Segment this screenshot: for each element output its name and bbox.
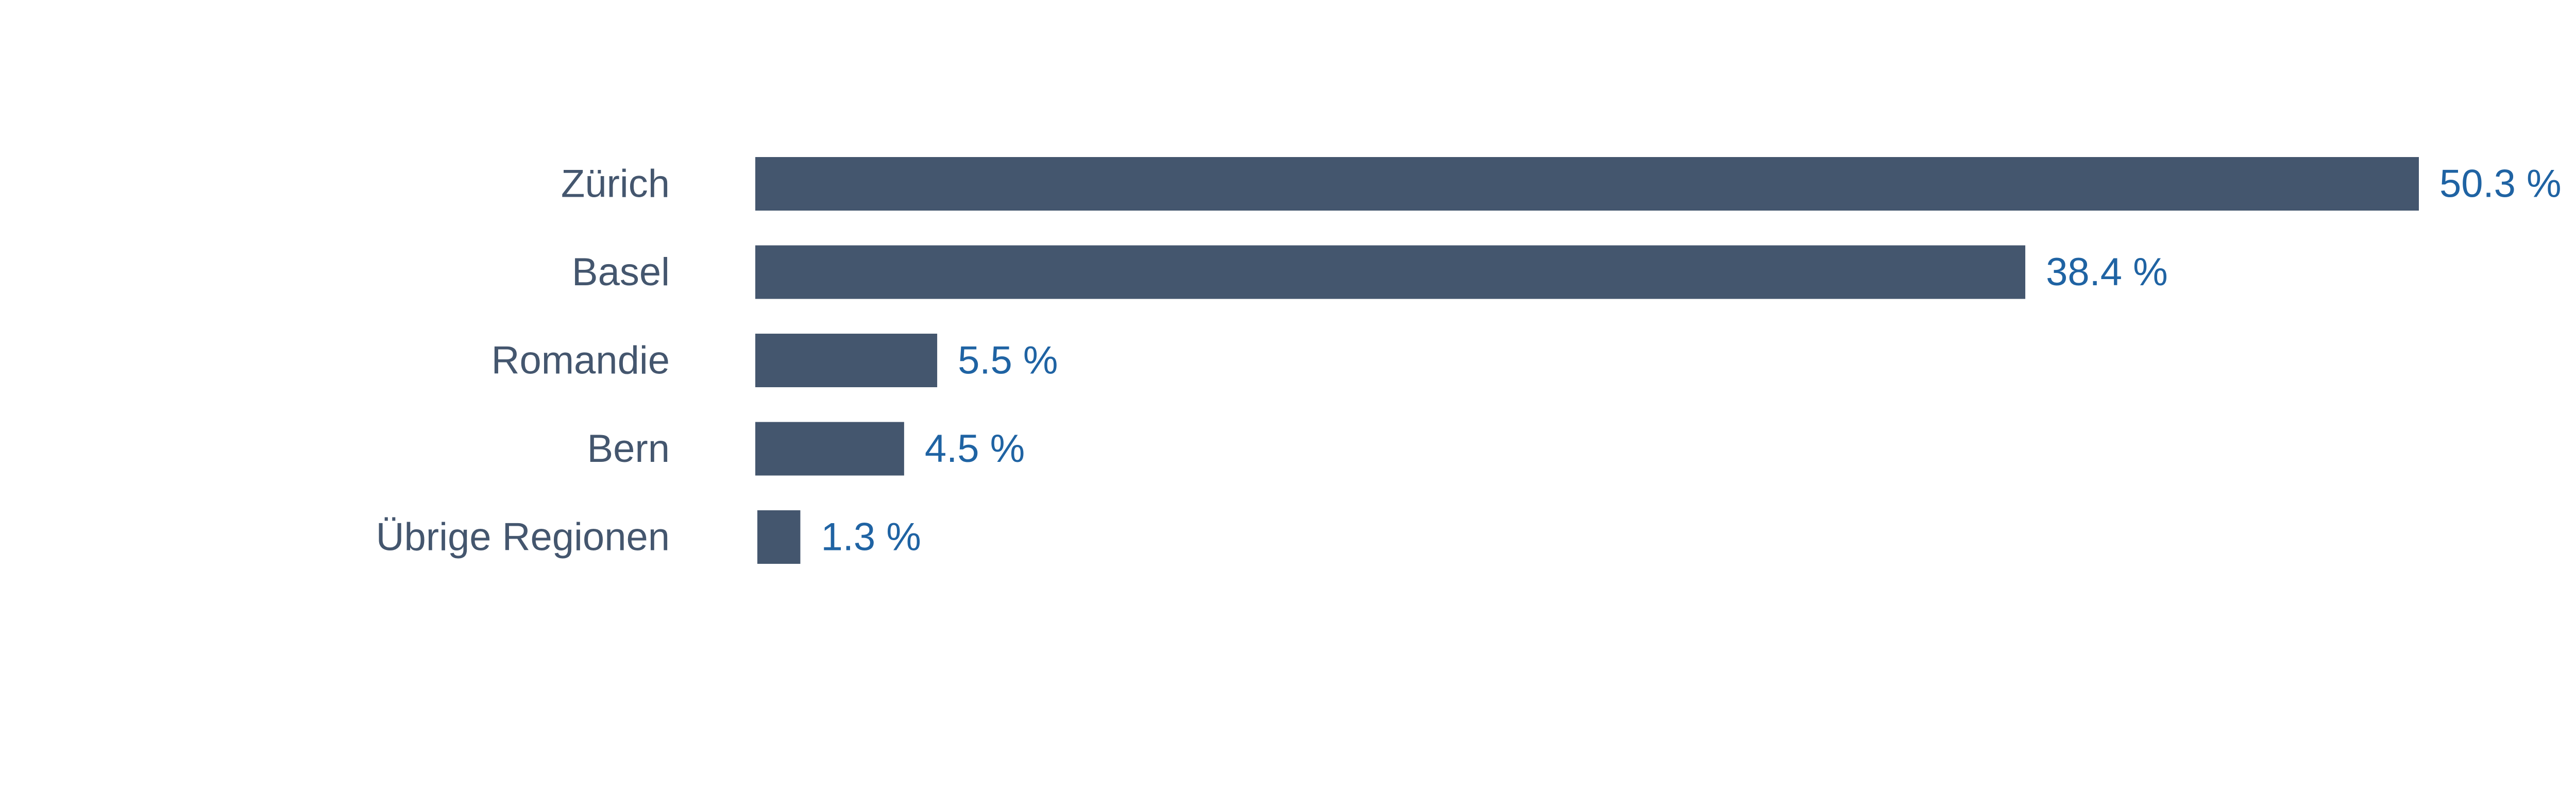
value-label-3: 5.5 % (958, 339, 1058, 383)
bar-1 (755, 157, 2419, 211)
bar-2 (755, 245, 2026, 299)
category-label-3: Romandie (492, 339, 670, 383)
value-label-5: 1.3 % (821, 515, 921, 559)
category-label-2: Basel (572, 250, 670, 294)
value-labels-layer: 50.3 % 38.4 % 5.5 % 4.5 %1.3 % (821, 162, 2561, 559)
bars-layer (755, 157, 2419, 564)
value-label-4: 4.5 % (925, 427, 1025, 471)
category-labels-layer: Zürich Basel Romandie Bern Übrige Regionen (376, 162, 670, 559)
value-label-2: 38.4 % (2046, 250, 2168, 294)
bar-3 (755, 334, 938, 387)
bar-5 (757, 510, 801, 564)
category-label-4: Bern (587, 427, 670, 471)
category-label-5: Übrige Regionen (376, 515, 670, 559)
category-label-1: Zürich (561, 162, 670, 206)
value-label-1: 50.3 % (2439, 162, 2562, 206)
bar-4 (755, 422, 904, 476)
